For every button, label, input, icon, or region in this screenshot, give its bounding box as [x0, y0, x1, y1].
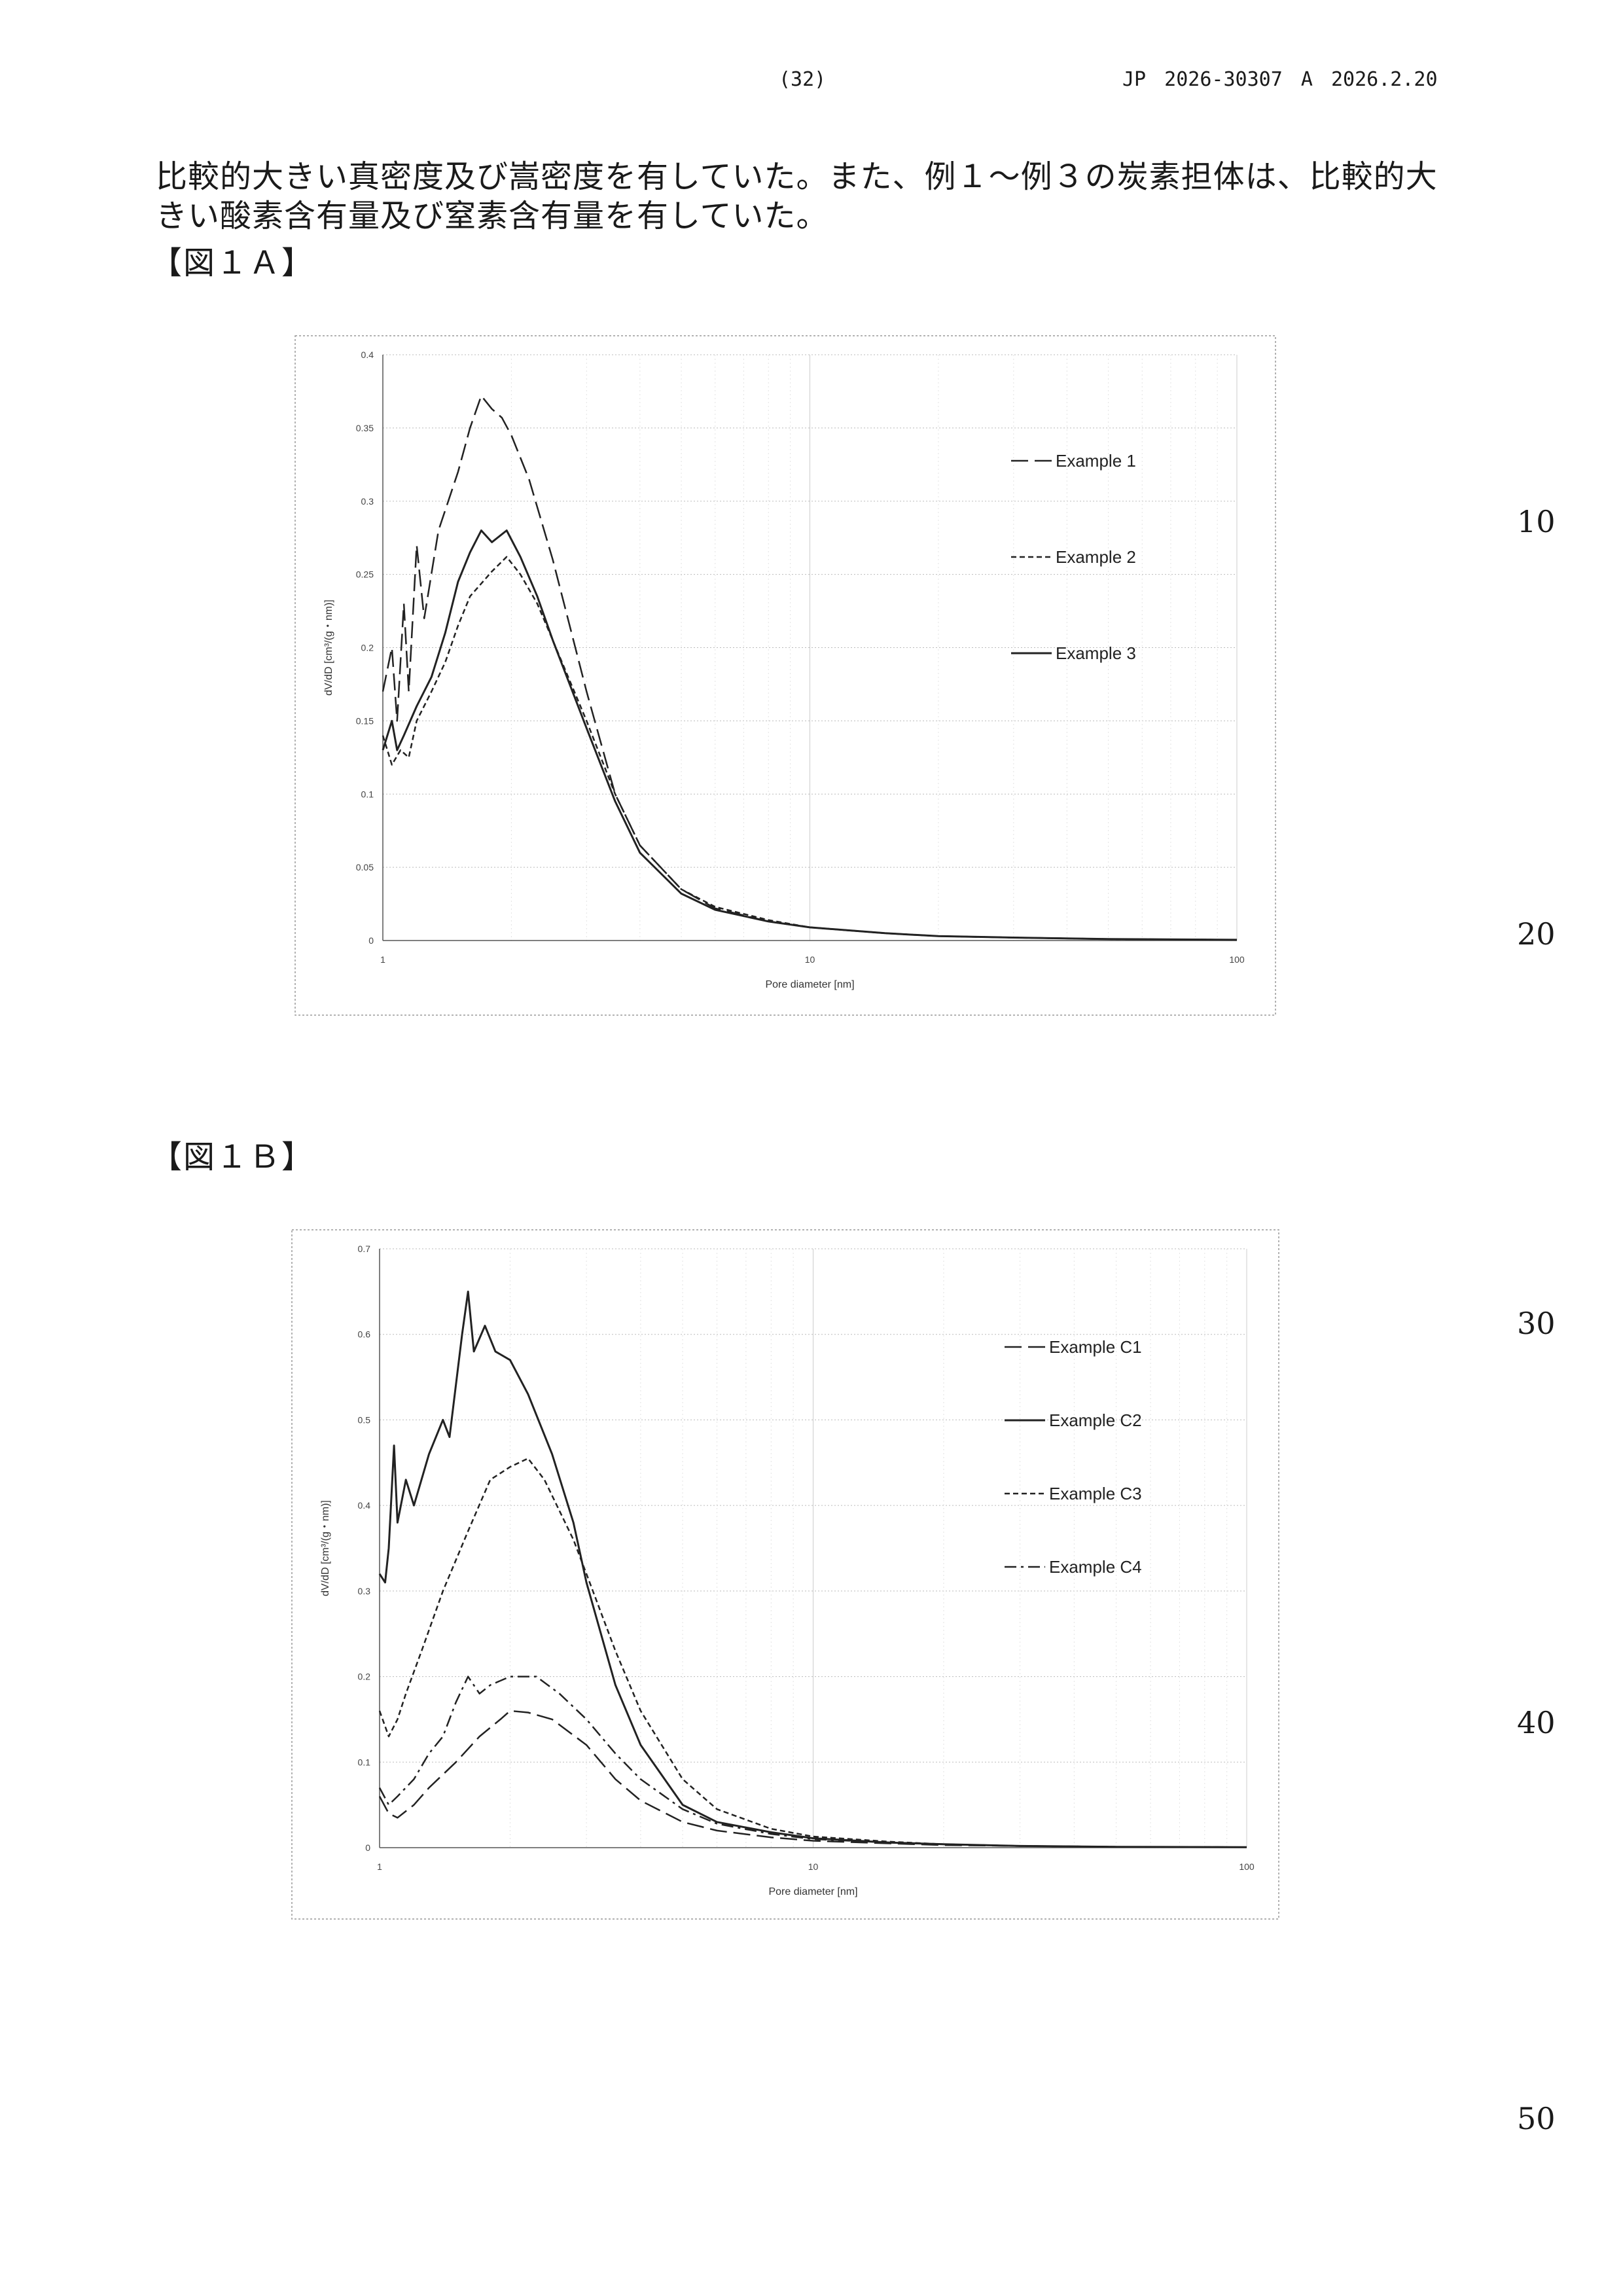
line-number-40: 40 — [1517, 1705, 1556, 1740]
fig1b-x-tick-label: 1 — [377, 1861, 382, 1872]
fig1a-y-tick-label: 0.25 — [356, 569, 374, 580]
fig1b-legend-label-2: Example C2 — [1049, 1410, 1142, 1430]
fig1a-x-axis-label: Pore diameter [nm] — [765, 979, 854, 990]
fig1b-legend-label-3: Example C3 — [1049, 1484, 1142, 1503]
body-text-line-2: きい酸素含有量及び窒素含有量を有していた。 — [156, 198, 829, 234]
body-text-line-1: 比較的大きい真密度及び嵩密度を有していた。また、例１～例３の炭素担体は、比較的大 — [156, 158, 1438, 195]
fig1a-y-tick-label: 0.3 — [361, 496, 374, 507]
page-number: (32) — [779, 68, 827, 91]
fig1b-y-tick-label: 0.2 — [358, 1672, 371, 1682]
fig1b-x-tick-label: 100 — [1239, 1861, 1255, 1872]
figure-1b-label: 【図１Ｂ】 — [151, 1139, 315, 1175]
fig1a-y-tick-label: 0.2 — [361, 643, 374, 653]
line-number-30: 30 — [1517, 1306, 1556, 1341]
fig1b-y-axis-label: dV/dD [cm³/(g・nm)] — [320, 1500, 331, 1596]
fig1b-y-tick-label: 0.1 — [358, 1757, 371, 1767]
fig1a-y-tick-label: 0.4 — [361, 350, 374, 360]
fig1a-x-tick-label: 1 — [380, 954, 385, 965]
fig1a-x-tick-label: 100 — [1229, 954, 1245, 965]
fig1a-legend-label-2: Example 2 — [1056, 547, 1136, 567]
fig1b-legend-label-4: Example C4 — [1049, 1557, 1142, 1577]
fig1a-legend-label-1: Example 1 — [1056, 451, 1136, 471]
fig1b-y-tick-label: 0.6 — [358, 1329, 371, 1340]
figure-1a-label: 【図１Ａ】 — [151, 245, 315, 281]
fig1b-y-tick-label: 0 — [365, 1842, 370, 1853]
fig1b-series-2-line — [378, 1290, 1247, 1848]
fig1b-frame — [291, 1229, 1279, 1920]
line-number-10: 10 — [1517, 504, 1556, 539]
fig1a-y-tick-label: 0 — [368, 935, 374, 946]
line-number-50: 50 — [1517, 2101, 1556, 2136]
fig1b-x-tick-label: 10 — [808, 1861, 819, 1872]
line-number-20: 20 — [1517, 916, 1556, 952]
fig1b-x-axis-label: Pore diameter [nm] — [768, 1886, 857, 1897]
fig1a-y-axis-label: dV/dD [cm³/(g・nm)] — [323, 600, 334, 696]
publication-info: JP 2026-30307 A 2026.2.20 — [1122, 68, 1438, 91]
fig1a-legend-label-3: Example 3 — [1056, 643, 1136, 663]
fig1a-frame — [294, 335, 1276, 1016]
fig1a-y-tick-label: 0.15 — [356, 715, 374, 726]
fig1a-x-tick-label: 10 — [805, 954, 815, 965]
figure-1b-chart: 0 0.1 0.2 0.3 0.4 0.5 0.6 0.7 1 10 100 Pore diamete… — [291, 1229, 1279, 1920]
fig1b-series-4-line — [378, 1676, 1247, 1848]
fig1b-y-tick-label: 0.3 — [358, 1586, 371, 1596]
fig1a-series-3-line — [382, 529, 1238, 941]
fig1a-y-tick-label: 0.35 — [356, 423, 374, 433]
fig1b-y-tick-label: 0.7 — [358, 1244, 371, 1254]
fig1a-y-tick-label: 0.05 — [356, 862, 374, 872]
figure-1a-chart: 0 0.05 0.1 0.15 0.2 0.25 0.3 0.35 0.4 1 10 100 Pore … — [294, 335, 1276, 1016]
fig1b-legend-label-1: Example C1 — [1049, 1337, 1142, 1357]
fig1b-y-tick-label: 0.5 — [358, 1414, 371, 1425]
fig1b-y-tick-label: 0.4 — [358, 1500, 371, 1511]
fig1b-series-3-line — [378, 1458, 1247, 1848]
fig1a-y-tick-label: 0.1 — [361, 789, 374, 799]
